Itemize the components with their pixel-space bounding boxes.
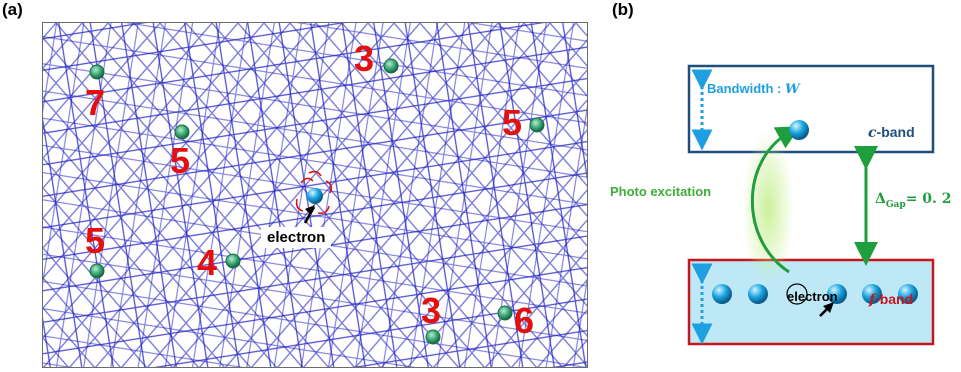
vertex-number: 5 bbox=[170, 140, 191, 181]
vertex-number: 3 bbox=[421, 290, 442, 331]
f-band-box bbox=[687, 258, 935, 346]
f-band-electrons bbox=[712, 283, 918, 305]
hole bbox=[786, 283, 808, 305]
band-diagram-shapes bbox=[687, 64, 935, 346]
tiling-panel: 3 7 5 5 5 4 3 6 electron bbox=[42, 22, 588, 368]
electron-label: electron bbox=[261, 227, 332, 248]
vertex-number: 3 bbox=[354, 38, 375, 79]
photo-excitation-label: Photo excitation bbox=[610, 184, 712, 199]
f-band-label: f-band bbox=[869, 291, 914, 308]
vertex-number: 7 bbox=[85, 82, 106, 123]
vertex-number: 4 bbox=[197, 242, 218, 283]
vertex-site bbox=[89, 263, 105, 279]
penrose-tiling bbox=[43, 23, 587, 367]
vertex-site bbox=[383, 58, 399, 74]
band-diagram: Bandwidth : W c-band f-band Photo excita… bbox=[600, 40, 961, 370]
vertex-site bbox=[529, 117, 545, 133]
vertex-sites bbox=[89, 58, 545, 345]
vertex-site bbox=[497, 305, 513, 321]
vertex-number: 5 bbox=[502, 102, 523, 143]
panel-a-label: (a) bbox=[2, 0, 23, 19]
vertex-site bbox=[89, 64, 105, 80]
excited-electron bbox=[789, 120, 809, 140]
vertex-number: 6 bbox=[514, 300, 535, 341]
c-band-box bbox=[687, 64, 935, 154]
f-band-electron-label: electron bbox=[787, 289, 838, 304]
bandwidth-label: Bandwidth : W bbox=[707, 81, 800, 97]
central-electron bbox=[295, 170, 333, 224]
vertex-site bbox=[225, 253, 241, 269]
vertex-number: 5 bbox=[85, 220, 106, 261]
c-band-label: c-band bbox=[868, 124, 915, 141]
gap-label: ΔGap= 0. 2 bbox=[875, 191, 952, 210]
panel-b-label: (b) bbox=[612, 0, 634, 19]
vertex-site bbox=[174, 124, 190, 140]
excitation-arc bbox=[750, 126, 801, 274]
vertex-site bbox=[425, 329, 441, 345]
